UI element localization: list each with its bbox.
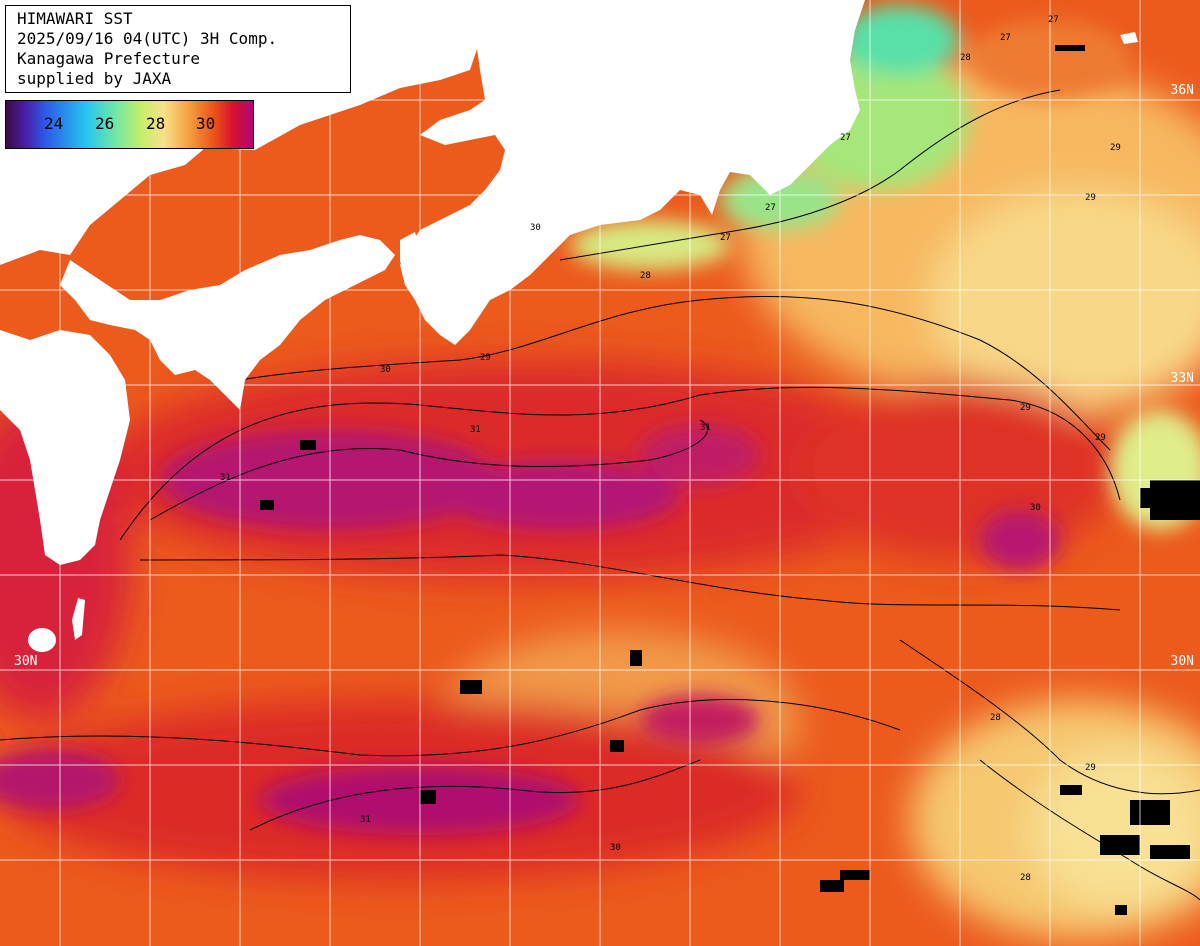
contour-label: 28 (1150, 813, 1161, 823)
lat-label-36n: 36N (1170, 83, 1194, 98)
land-kyushu (0, 330, 130, 565)
lat-label-30n-right: 30N (1170, 654, 1194, 669)
cloud-patch (1100, 835, 1140, 855)
cloud-patch (460, 680, 482, 694)
info-box: HIMAWARI SST 2025/09/16 04(UTC) 3H Comp.… (5, 5, 351, 93)
sst-zone-31-east (980, 510, 1060, 570)
isotherm-30-north (119, 386, 1121, 541)
contour-label: 31 (220, 473, 231, 483)
isotherm-29-se (899, 639, 1200, 795)
land-tanegashima (72, 598, 85, 640)
contour-label: 27 (765, 203, 776, 213)
missing-data (260, 45, 1200, 915)
land-islet-izu (1120, 32, 1138, 44)
land-yakushima (28, 628, 56, 652)
contour-label: 28 (1020, 873, 1031, 883)
cloud-patch (630, 650, 642, 666)
contour-label: 30 (610, 843, 621, 853)
color-legend: 24 26 28 30 (5, 100, 254, 149)
legend-tick-26: 26 (95, 114, 115, 133)
cloud-patch (300, 440, 316, 450)
cloud-patch (1060, 785, 1082, 795)
legend-tick-30: 30 (196, 114, 216, 133)
cloud-patch (820, 880, 844, 892)
contour-label: 30 (530, 223, 541, 233)
contour-label: 29 (1085, 763, 1096, 773)
info-title: HIMAWARI SST (17, 9, 133, 28)
contour-label: 29 (1020, 403, 1031, 413)
cloud-patch (1115, 905, 1127, 915)
cloud-patch (1150, 480, 1200, 520)
contour-label: 29 (1110, 143, 1121, 153)
legend-tick-28: 28 (146, 114, 166, 133)
cloud-patch (420, 790, 436, 804)
isotherm-30-mid (139, 554, 1121, 611)
contour-label: 28 (640, 271, 651, 281)
isotherm-29-coast (239, 295, 1111, 451)
sst-zone-27-east (930, 190, 1200, 410)
isotherm-contours (0, 89, 1200, 901)
cloud-patch (840, 870, 870, 880)
contour-label: 29 (480, 353, 491, 363)
lat-label-30n-left: 30N (14, 654, 38, 669)
cloud-patch (1150, 845, 1190, 859)
sst-zone-31-north-b (440, 460, 680, 530)
isotherm-31-north (149, 419, 709, 521)
contour-label: 29 (1085, 193, 1096, 203)
cloud-patch (610, 740, 624, 752)
contour-label: 31 (700, 423, 711, 433)
land-honshu-kinki (400, 0, 865, 345)
land-awaji (400, 232, 420, 270)
info-datetime: 2025/09/16 04(UTC) 3H Comp. (17, 29, 278, 48)
contour-label: 27 (1000, 33, 1011, 43)
cloud-patch (1055, 45, 1085, 51)
contour-label: 28 (990, 713, 1001, 723)
isotherm-30-south (0, 699, 901, 757)
sst-zone-31-north-c (640, 425, 760, 485)
land-shikoku (60, 235, 395, 410)
legend-tick-24: 24 (44, 114, 64, 133)
info-supplier: supplied by JAXA (17, 69, 172, 88)
contour-label: 27 (840, 133, 851, 143)
isotherm-28-coast (559, 89, 1061, 261)
isotherm-31-south (249, 759, 701, 831)
contour-label: 30 (1030, 503, 1041, 513)
info-region: Kanagawa Prefecture (17, 49, 201, 68)
cloud-patch (260, 500, 274, 510)
contour-label: 30 (380, 365, 391, 375)
cloud-patch (1140, 488, 1154, 508)
contour-label: 28 (960, 53, 971, 63)
contour-labels: 27 27 28 29 29 29 29 30 31 31 31 31 29 2… (220, 15, 1161, 883)
contour-label: 31 (470, 425, 481, 435)
contour-label: 27 (1048, 15, 1059, 25)
contour-label: 31 (360, 815, 371, 825)
lat-label-33n: 33N (1170, 371, 1194, 386)
contour-label: 29 (1095, 433, 1106, 443)
contour-label: 27 (720, 233, 731, 243)
sst-zone-31-south-c (640, 695, 760, 745)
cloud-patch (1130, 800, 1170, 825)
